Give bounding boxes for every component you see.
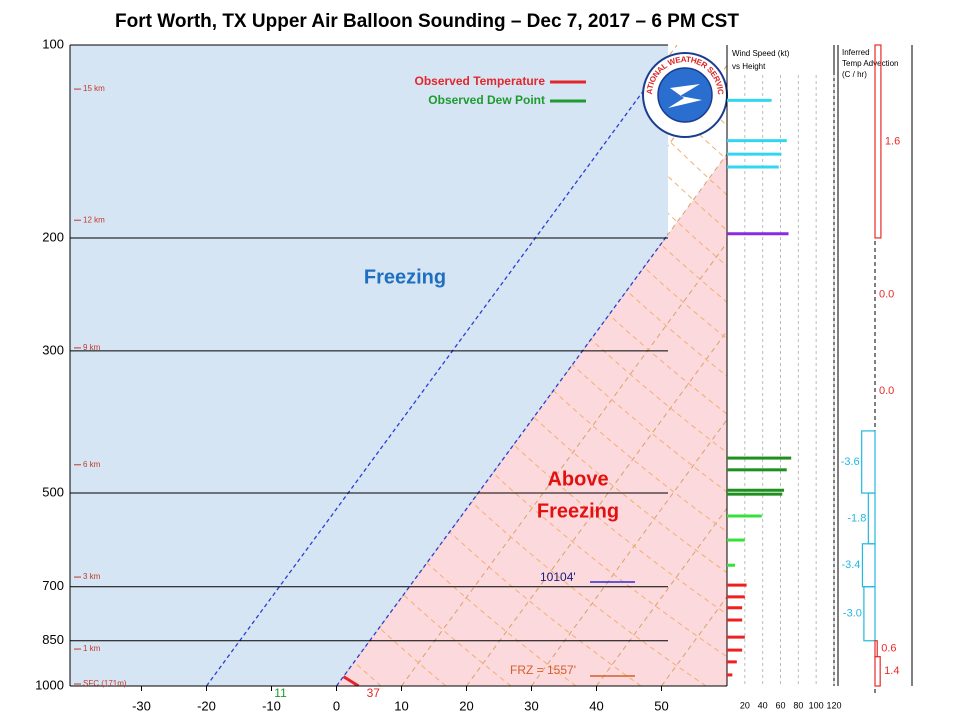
wind-tick-label: 20 [740, 700, 750, 710]
height-label: 15 km [83, 84, 105, 93]
wind-tick-label: 40 [758, 700, 768, 710]
advection-value-label: 1.6 [885, 135, 900, 147]
x-tick-label: -10 [262, 698, 281, 713]
wind-bar [727, 563, 736, 567]
dry-adiabat [477, 45, 727, 303]
advection-value-label: 0.6 [881, 643, 896, 655]
x-tick-label: 20 [459, 698, 473, 713]
wind-bar [727, 538, 745, 542]
wind-bar [727, 492, 783, 496]
legend-label: Observed Temperature [415, 74, 546, 88]
wind-bar [727, 139, 787, 143]
wind-bar [727, 583, 747, 587]
above-freezing-label: Above [547, 468, 608, 490]
advection-label: Inferred [842, 48, 870, 57]
wind-bar [727, 165, 779, 169]
wind-bar [727, 635, 745, 639]
logo-bolt [668, 84, 702, 108]
isotherm [466, 330, 727, 686]
wind-tick-label: 120 [826, 700, 841, 710]
height-annotation: FRZ = 1557' [510, 663, 576, 677]
y-tick-label: 850 [42, 632, 64, 647]
wind-bar [727, 152, 782, 156]
dry-adiabat [410, 45, 727, 377]
x-tick-label: 50 [654, 698, 668, 713]
advection-label: (C / hr) [842, 70, 867, 79]
wind-bar [727, 514, 762, 518]
wind-bar [727, 232, 789, 236]
x-tick-label: 0 [333, 698, 340, 713]
wind-bar [727, 595, 745, 599]
wind-bar [727, 456, 792, 460]
advection-value-label: 0.0 [879, 385, 894, 397]
height-label: 9 km [83, 343, 101, 352]
wind-bar [727, 673, 733, 677]
y-tick-label: 100 [42, 36, 64, 51]
height-annotation: 10104' [540, 570, 576, 584]
wind-bar [727, 660, 737, 664]
isotherm [401, 241, 727, 686]
advection-box [863, 586, 876, 642]
logo-center [657, 67, 713, 123]
wind-tick-label: 100 [809, 700, 824, 710]
wind-bar [727, 606, 743, 610]
wind-bar [727, 468, 787, 472]
y-tick-label: 700 [42, 578, 64, 593]
advection-value-label: -3.6 [841, 456, 860, 468]
wind-tick-label: 80 [793, 700, 803, 710]
surface-label: 11 [274, 686, 287, 700]
wind-bar [727, 648, 743, 652]
advection-value-label: -3.4 [841, 559, 860, 571]
height-label: 12 km [83, 215, 105, 224]
dry-adiabat [444, 45, 727, 340]
x-tick-label: 40 [589, 698, 603, 713]
x-tick-label: -30 [132, 698, 151, 713]
legend-label: Observed Dew Point [428, 93, 545, 107]
height-label: SFC (171m) [83, 679, 127, 688]
wind-bar [727, 98, 772, 102]
above-freezing-label: Freezing [537, 500, 619, 522]
advection-box [874, 656, 881, 687]
wind-tick-label: 60 [775, 700, 785, 710]
height-label: 3 km [83, 572, 101, 581]
advection-box [874, 44, 882, 239]
freezing-label: Freezing [364, 266, 446, 288]
advection-value-label: 1.4 [884, 665, 899, 677]
x-tick-label: 30 [524, 698, 538, 713]
advection-value-label: 0.0 [879, 288, 894, 300]
y-tick-label: 200 [42, 229, 64, 244]
advection-label: Temp Advection [842, 59, 898, 68]
height-label: 6 km [83, 460, 101, 469]
wind-bar [727, 618, 743, 622]
x-tick-label: 10 [394, 698, 408, 713]
y-tick-label: 1000 [35, 677, 64, 692]
wind-bar [727, 488, 785, 492]
advection-value-label: -1.8 [847, 512, 866, 524]
x-tick-label: -20 [197, 698, 216, 713]
y-tick-label: 500 [42, 484, 64, 499]
chart-title: Fort Worth, TX Upper Air Balloon Soundin… [115, 11, 739, 32]
wind-label: vs Height [732, 62, 766, 71]
y-tick-label: 300 [42, 342, 64, 357]
freezing-area [70, 45, 668, 686]
dry-adiabat [141, 45, 707, 686]
wind-label: Wind Speed (kt) [732, 49, 790, 58]
advection-value-label: -3.0 [843, 608, 862, 620]
surface-label: 37 [367, 686, 381, 700]
height-label: 1 km [83, 644, 101, 653]
freezing-region [70, 45, 668, 686]
